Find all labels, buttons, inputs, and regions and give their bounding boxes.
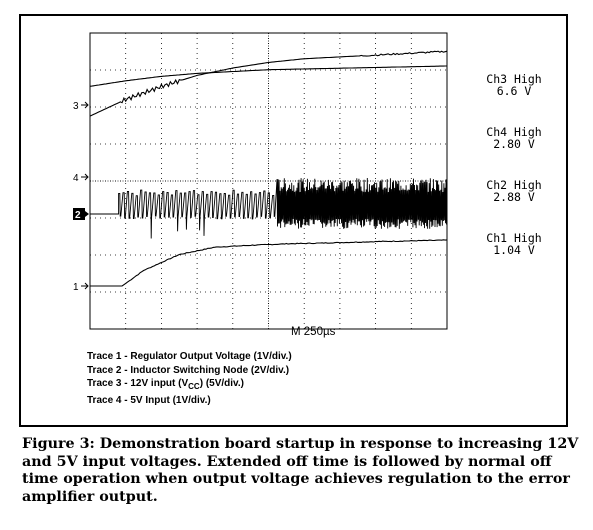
- legend-trace-3-subscript: CC: [188, 382, 200, 391]
- ch1-label: Ch1 High: [486, 231, 542, 245]
- channel-2-marker-label: 2: [75, 210, 81, 221]
- channel-1-marker-label: 1: [73, 282, 79, 293]
- channel-3-marker-label: 3: [73, 101, 79, 112]
- scope-traces: [89, 50, 448, 287]
- channel-3-marker-arrow: [81, 101, 89, 109]
- channel-4-marker-label: 4: [73, 173, 79, 184]
- timebase-label: M 250µs: [291, 326, 336, 338]
- ch2-label: Ch2 High: [486, 178, 542, 192]
- trace-4-line: [89, 65, 447, 87]
- channel-2-marker-box: [73, 208, 85, 220]
- ch2-value: 2.88 V: [493, 190, 535, 204]
- ch3-readout: Ch3 High 6.6 V: [464, 73, 564, 97]
- legend-trace-3: Trace 3 - 12V input (VCC) (5V/div.): [87, 377, 292, 394]
- legend-trace-2: Trace 2 - Inductor Switching Node (2V/di…: [87, 364, 290, 376]
- channel-3-marker: 3: [73, 101, 89, 112]
- channel-4-marker-arrow: [81, 173, 89, 181]
- ch3-value: 6.6 V: [496, 84, 532, 98]
- figure-caption: Figure 3: Demonstration board startup in…: [22, 436, 579, 505]
- trace-1-line: [90, 239, 448, 287]
- ch2-readout: Ch2 High 2.88 V: [464, 179, 564, 203]
- ch1-readout: Ch1 High 1.04 V: [464, 232, 564, 256]
- ch4-value: 2.80 V: [493, 137, 535, 151]
- channel-markers: 3 4 2 1: [73, 101, 89, 293]
- figure-frame: 3 4 2 1 M 250µs Ch3 High 6.6 V Ch4 High 2.8…: [19, 14, 568, 427]
- channel-2-marker-arrow: [85, 211, 89, 217]
- trace-legend: Trace 1 - Regulator Output Voltage (1V/d…: [87, 350, 292, 407]
- channel-4-marker: 4: [73, 173, 89, 184]
- legend-trace-4: Trace 4 - 5V Input (1V/div.): [87, 394, 211, 406]
- ch4-readout: Ch4 High 2.80 V: [464, 126, 564, 150]
- legend-trace-3-text: Trace 3 - 12V input (V: [87, 378, 189, 389]
- oscilloscope-plot: 3 4 2 1 M 250µs: [73, 32, 448, 338]
- legend-trace-3-units: ) (5V/div.): [199, 378, 244, 389]
- trace-2-line: [90, 177, 447, 239]
- channel-1-marker-arrow: [81, 282, 89, 290]
- ch3-label: Ch3 High: [486, 72, 542, 86]
- ch4-label: Ch4 High: [486, 125, 542, 139]
- channel-2-marker: 2: [73, 208, 89, 221]
- channel-1-marker: 1: [73, 282, 89, 293]
- ch1-value: 1.04 V: [493, 243, 535, 257]
- legend-trace-1: Trace 1 - Regulator Output Voltage (1V/d…: [87, 351, 292, 362]
- trace-3-line: [89, 50, 448, 117]
